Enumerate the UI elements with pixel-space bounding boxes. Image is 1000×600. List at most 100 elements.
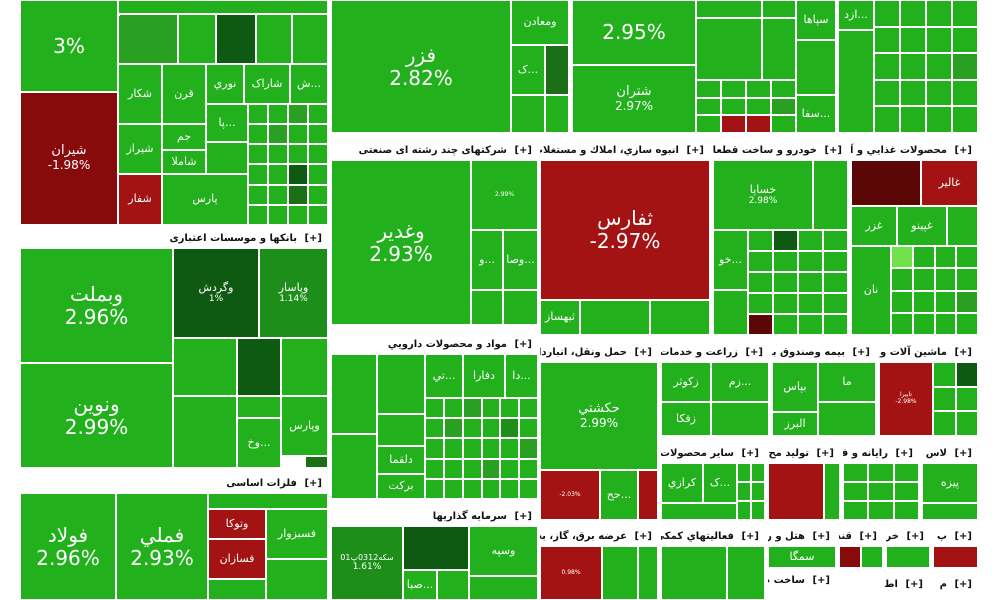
tile-sharak[interactable]: شاراک [244, 64, 290, 104]
tile-khasapa[interactable]: خساپا 2.98% [713, 160, 813, 230]
tile-shamla[interactable]: شاملا [162, 150, 206, 174]
tile-saf[interactable]: سفا... [796, 95, 836, 133]
tile-vabmelat[interactable]: وبملت 2.96% [20, 248, 173, 363]
tile-r2[interactable] [650, 300, 710, 335]
tile-shiran[interactable]: شيران -1.98% [20, 92, 118, 225]
sector-header[interactable]: [+] زراعت و خدمات [661, 344, 769, 362]
tile-f3[interactable] [545, 95, 569, 133]
tile-hotaid[interactable]: -2.03% [540, 470, 600, 520]
tile-hakeshti[interactable]: حكشتي 2.99% [540, 362, 658, 470]
tile-h1[interactable] [471, 290, 503, 325]
sector-header[interactable]: [+] ساخت م [768, 572, 836, 590]
tile-tr-b[interactable] [838, 30, 874, 133]
tile-fd2[interactable] [947, 206, 978, 246]
tile-ti[interactable]: تي... [425, 354, 463, 398]
tile-vatooka[interactable]: وتوكا [208, 509, 266, 539]
tile-b3[interactable] [281, 338, 328, 396]
tile-k-dots2[interactable]: ک... [703, 463, 737, 503]
tile-misc-mt[interactable] [796, 40, 836, 95]
tile-i1[interactable] [403, 526, 469, 570]
sector-header[interactable]: [+] خودرو و ساخت قطعات [713, 142, 848, 160]
tile-dalgha[interactable]: دلقما [377, 446, 425, 474]
tile-vapasar[interactable]: وپاسار 1.14% [259, 248, 328, 338]
tile-m1[interactable] [208, 493, 328, 509]
tile-nouri[interactable]: نوري [206, 64, 244, 104]
tile-sg1[interactable] [839, 546, 861, 568]
tile-vaghadir[interactable]: وغدير 2.93% [331, 160, 471, 325]
tile-vokh[interactable]: وخ... [237, 418, 281, 468]
tile-i2[interactable] [437, 570, 469, 600]
tile-ghazar[interactable]: غزر [851, 206, 897, 246]
tile-fd1[interactable] [851, 160, 921, 206]
tile-alborz[interactable]: البرز [772, 412, 818, 436]
tile-fameli[interactable]: فملي 2.93% [116, 493, 208, 600]
tile-p4[interactable] [377, 414, 425, 446]
tile-zafka[interactable]: زفكا [661, 402, 711, 436]
sector-header[interactable]: [+] م [933, 576, 978, 594]
tile-jam[interactable]: جم [162, 124, 206, 150]
tile-zam[interactable]: زم... [711, 362, 769, 402]
tile-vo[interactable]: و... [471, 230, 503, 290]
tile-shasta[interactable]: 2.99% [471, 160, 538, 230]
tile-b1[interactable] [173, 338, 237, 396]
tile-tapira[interactable]: تاپيرا -2.98% [879, 362, 933, 436]
tile-vanovin[interactable]: ونوين 2.99% [20, 363, 173, 468]
tile-sepaha[interactable]: سپاها [796, 0, 836, 40]
tile-t1[interactable] [696, 0, 762, 18]
tile-m2[interactable] [208, 579, 266, 600]
tile-h2[interactable] [503, 290, 538, 325]
tile-shefar[interactable]: شفار [118, 174, 162, 225]
tile-sh-dots[interactable]: ش... [290, 64, 328, 104]
tile-a4[interactable] [178, 14, 216, 64]
tile-qeran[interactable]: قرن [162, 64, 206, 124]
sector-header[interactable]: [+] رايانه و ف [843, 445, 919, 463]
tile-in1[interactable] [818, 402, 876, 436]
tile-top-left-3pct[interactable]: 3% [20, 0, 118, 92]
sector-header[interactable]: [+] حمل ونقل، انبارداري [540, 344, 658, 362]
tile-u1[interactable]: 0.98% [540, 546, 602, 600]
tile-fasazan[interactable]: فسازان [208, 539, 266, 579]
tile-t2[interactable] [762, 0, 796, 18]
tile-bapas[interactable]: بپاس [772, 362, 818, 412]
tile-r1[interactable] [580, 300, 650, 335]
tile-op1[interactable] [661, 503, 737, 520]
tile-a6[interactable] [256, 14, 292, 64]
tile-su2[interactable] [727, 546, 765, 600]
tile-pa-dots[interactable]: پا... [206, 104, 248, 142]
tile-chekar[interactable]: شكار [118, 64, 162, 124]
sector-header[interactable]: [+] هتل و ر [768, 528, 836, 546]
tile-rt1[interactable] [886, 546, 930, 568]
tile-dafra[interactable]: دفارا [463, 354, 505, 398]
tile-fasabzvar[interactable]: فسبزوار [266, 509, 328, 559]
sector-header[interactable]: [+] فلزات اساسی [20, 475, 328, 493]
tile-t3[interactable] [696, 18, 762, 80]
sector-header[interactable]: [+] عرضه برق، گاز، بخار [540, 528, 658, 546]
tile-vagardesh[interactable]: وگردش 1% [173, 248, 259, 338]
tile-a-b[interactable] [713, 290, 748, 335]
sector-header[interactable]: [+] بيمه وصندوق باز [772, 344, 876, 362]
tile-f1[interactable] [545, 45, 569, 95]
tile-pars[interactable]: پارس [162, 174, 248, 225]
tile-a-kh[interactable] [813, 160, 848, 230]
tile-korazi[interactable]: كرازي [661, 463, 703, 503]
tile-b2[interactable] [237, 338, 281, 396]
sector-header[interactable]: [+] ساير محصولات [661, 445, 765, 463]
tile-vapars[interactable]: وپارس [281, 396, 328, 456]
tile-sg2[interactable] [861, 546, 883, 568]
tile-a1[interactable] [118, 0, 328, 14]
tile-nan[interactable]: نان [851, 246, 891, 335]
sector-header[interactable]: [+] فعاليتهاي كمكي [661, 528, 765, 546]
sector-header[interactable]: [+] سرمايه گذاريها [331, 508, 538, 526]
tile-ag1[interactable] [711, 402, 769, 436]
tile-top-295[interactable]: 2.95% [572, 0, 696, 65]
tile-fazar[interactable]: فزر 2.82% [331, 0, 511, 133]
tile-tr1[interactable] [638, 470, 658, 520]
tile-zakosar[interactable]: زكوثر [661, 362, 711, 402]
tile-su1[interactable] [661, 546, 727, 600]
sector-header[interactable]: [+] توليد مح [768, 445, 840, 463]
tile-misc-lt[interactable] [206, 142, 248, 174]
tile-vamaaden[interactable]: ومعادن [511, 0, 569, 45]
tile-vasepeh[interactable]: وسپه [469, 526, 538, 576]
tile-foolad[interactable]: فولاد 2.96% [20, 493, 116, 600]
tile-shetran[interactable]: شتران 2.97% [572, 65, 696, 133]
